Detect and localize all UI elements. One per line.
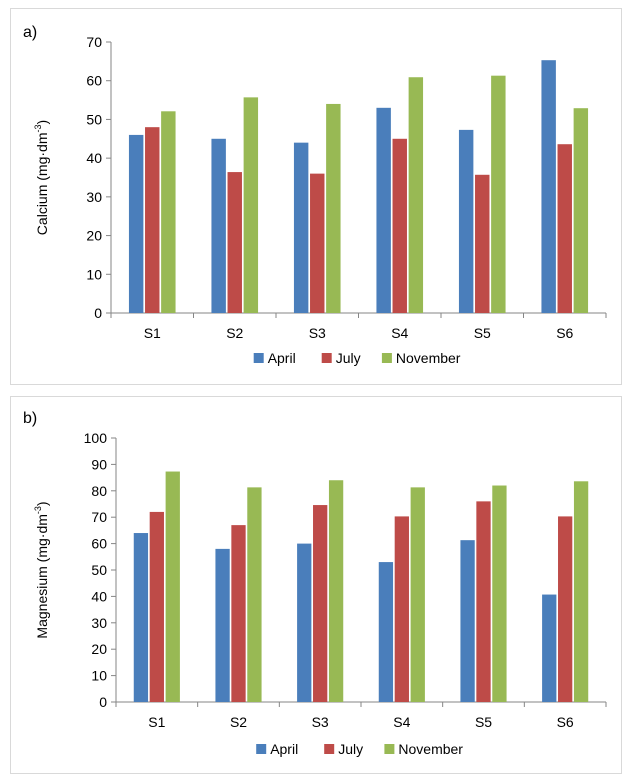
panel-label: a): [23, 24, 37, 41]
bar-july-s6: [557, 144, 572, 313]
bar-april-s1: [128, 134, 144, 313]
legend-label-november: November: [396, 350, 461, 366]
chart-panel-b: b) 0 10 20 30 40 50 60 70 80 90 100 Magnesium (mg·dm…: [10, 396, 622, 774]
legend-label-july: July: [336, 350, 361, 366]
bar-april-s6: [542, 594, 557, 702]
bar-november-s1: [165, 471, 180, 702]
y-tick-label: 10: [91, 668, 107, 684]
bar-july-s1: [149, 511, 164, 702]
bar-november-s6: [573, 108, 589, 313]
bar-july-s4: [392, 138, 407, 313]
x-tick-label: S5: [474, 325, 491, 341]
x-tick-label: S2: [230, 714, 247, 730]
bar-july-s5: [475, 174, 490, 313]
legend-swatch-november: [381, 353, 392, 363]
y-tick-label: 40: [86, 150, 102, 166]
x-tick-label: S2: [226, 325, 243, 341]
bar-july-s2: [231, 525, 246, 702]
legend-swatch-november: [384, 744, 395, 754]
x-tick-label: S6: [557, 714, 574, 730]
bar-july-s3: [310, 173, 325, 313]
y-tick-label: 20: [86, 228, 102, 244]
bar-november-s3: [328, 480, 344, 702]
y-tick-label: 80: [91, 483, 107, 499]
bar-july-s1: [145, 127, 160, 314]
bar-november-s6: [573, 481, 589, 702]
y-tick-label: 90: [91, 456, 107, 472]
calcium-chart: a) 0 10 20 30 40 50 60 70 Calcium (mg·dm-3) S1 S2 S3…: [23, 24, 607, 366]
y-axis-label: Calcium (mg·dm-3): [33, 120, 50, 235]
legend-label-april: April: [268, 350, 296, 366]
bar-july-s4: [394, 516, 409, 702]
legend-swatch-april: [256, 744, 267, 754]
bar-july-s5: [476, 501, 491, 702]
bar-july-s6: [558, 516, 573, 702]
legend-swatch-april: [253, 353, 264, 363]
y-tick-label: 20: [91, 641, 107, 657]
x-tick-label: S3: [312, 714, 329, 730]
legend-label-april: April: [270, 741, 298, 757]
y-axis-label: Magnesium (mg·dm-3): [33, 501, 50, 638]
y-tick-label: 30: [86, 189, 102, 205]
y-tick-label: 70: [91, 509, 107, 525]
bar-april-s4: [378, 562, 394, 702]
bar-november-s2: [243, 97, 259, 314]
bar-july-s2: [227, 172, 242, 313]
bar-april-s5: [458, 129, 474, 313]
y-tick-label: 100: [84, 430, 108, 446]
magnesium-chart: b) 0 10 20 30 40 50 60 70 80 90 100 Magnesium (mg·dm…: [23, 410, 607, 757]
bar-november-s5: [491, 75, 506, 313]
y-tick-label: 10: [86, 266, 102, 282]
y-tick-label: 60: [86, 73, 102, 89]
bar-november-s1: [161, 111, 176, 313]
bar-april-s3: [297, 543, 312, 702]
y-tick-label: 30: [91, 615, 107, 631]
y-tick-label: 50: [86, 111, 102, 127]
legend-swatch-july: [321, 353, 332, 363]
x-tick-label: S4: [391, 325, 408, 341]
bar-april-s3: [293, 142, 309, 313]
x-tick-label: S1: [144, 325, 161, 341]
legend-swatch-july: [324, 744, 335, 754]
y-tick-label: 60: [91, 536, 107, 552]
y-tick-label: 0: [94, 305, 102, 321]
x-tick-label: S5: [475, 714, 492, 730]
bar-july-s3: [313, 505, 328, 702]
x-tick-label: S6: [556, 325, 573, 341]
x-tick-label: S4: [393, 714, 410, 730]
bar-april-s6: [541, 60, 556, 314]
bar-april-s4: [376, 107, 391, 313]
legend-label-july: July: [338, 741, 363, 757]
bar-november-s3: [326, 103, 341, 313]
x-tick-label: S3: [309, 325, 326, 341]
bar-april-s2: [215, 548, 230, 702]
panel-label: b): [23, 410, 37, 427]
bar-november-s2: [247, 487, 262, 702]
y-tick-label: 70: [86, 34, 102, 50]
bar-november-s4: [410, 487, 425, 702]
bar-november-s4: [408, 77, 424, 313]
bar-november-s5: [492, 485, 507, 702]
bar-april-s2: [211, 138, 226, 313]
y-tick-label: 0: [99, 694, 107, 710]
y-tick-label: 40: [91, 588, 107, 604]
legend-label-november: November: [398, 741, 463, 757]
bar-april-s5: [460, 540, 475, 702]
x-tick-label: S1: [148, 714, 165, 730]
y-tick-label: 50: [91, 562, 107, 578]
bar-april-s1: [133, 533, 149, 702]
chart-panel-a: a) 0 10 20 30 40 50 60 70 Calcium (mg·dm-3) S1 S2 S3…: [10, 8, 622, 385]
